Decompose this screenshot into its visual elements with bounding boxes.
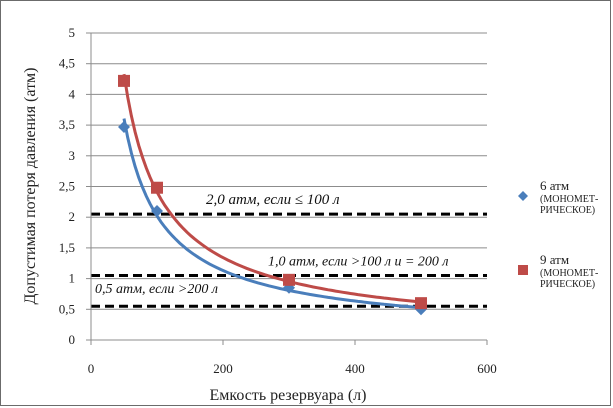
y-axis-title: Допустимая потеря давления (атм): [22, 67, 39, 304]
series: [118, 73, 427, 316]
y-tick-label: 0,5: [59, 301, 75, 316]
y-tick-label: 4: [69, 86, 76, 101]
legend-label: 9 атм: [540, 252, 569, 267]
trend-line-0: [122, 118, 422, 310]
data-point: [415, 297, 427, 310]
y-tick-label: 4,5: [59, 56, 75, 71]
legend: 6 атм(МОНОМЕТ-РИЧЕСКОЕ)9 атм(МОНОМЕТ-РИЧ…: [518, 178, 598, 290]
y-tick-label: 3,5: [59, 117, 75, 132]
y-tick-label: 1,5: [59, 240, 75, 255]
y-tick-label: 3: [69, 148, 76, 163]
reference-line-label: 1,0 атм, если >100 л и = 200 л: [268, 255, 449, 270]
legend-sublabel: РИЧЕСКОЕ): [540, 205, 595, 216]
y-tick-label: 2: [69, 209, 76, 224]
y-tick-label: 5: [69, 25, 76, 40]
reference-line-label: 2,0 атм, если ≤ 100 л: [206, 192, 340, 208]
axes: 0 0,5 1 1,5 2 2,5 3 3,5 4 4,5 5 0 200 400 600: [59, 25, 497, 376]
legend-sublabel: (МОНОМЕТ-: [540, 268, 598, 279]
data-point: [151, 205, 163, 218]
data-point: [151, 181, 163, 194]
x-axis-title: Емкость резервуара (л): [209, 387, 366, 404]
annotations: 2,0 атм, если ≤ 100 л 1,0 атм, если >100 …: [95, 192, 449, 297]
x-tick-label: 600: [477, 361, 497, 376]
x-tick-label: 0: [88, 361, 95, 376]
x-tick-label: 200: [213, 361, 233, 376]
legend-sublabel: (МОНОМЕТ-: [540, 194, 598, 205]
trend-line-1: [122, 73, 422, 304]
legend-label: 6 атм: [540, 178, 569, 193]
legend-sublabel: РИЧЕСКОЕ): [540, 279, 595, 290]
legend-marker: [518, 191, 528, 201]
y-tick-label: 2,5: [59, 179, 75, 194]
x-tick-label: 400: [345, 361, 365, 376]
data-point: [118, 74, 130, 87]
y-tick-label: 0: [69, 332, 76, 347]
y-tick-label: 1: [69, 271, 76, 286]
data-point: [118, 120, 130, 133]
legend-marker: [518, 265, 528, 275]
data-point: [283, 273, 295, 286]
reference-line-label: 0,5 атм, если >200 л: [95, 282, 218, 297]
